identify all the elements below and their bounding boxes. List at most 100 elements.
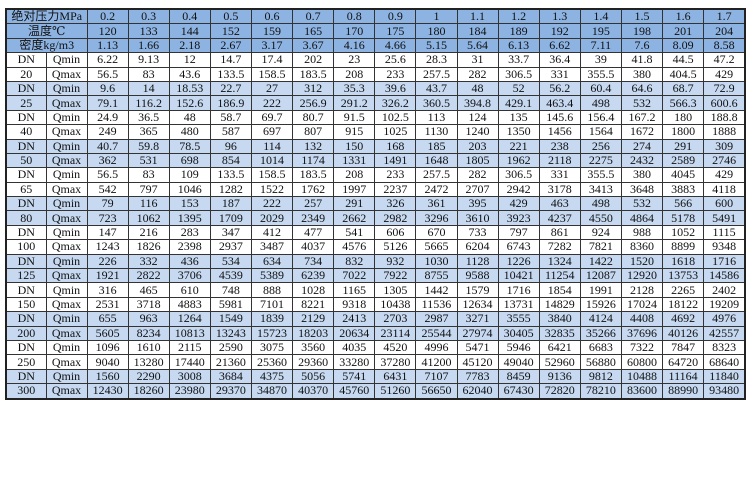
temperature-cell: 201 bbox=[662, 23, 705, 39]
qmax-cell: 186.9 bbox=[209, 95, 252, 111]
qmin-cell: 2987 bbox=[415, 311, 458, 327]
qmin-cell: 47.2 bbox=[703, 52, 746, 68]
qmin-cell: 17.4 bbox=[250, 52, 294, 68]
qmin-cell: 1991 bbox=[579, 282, 622, 298]
table-row: DN Qmin 147 216 283 347 412 477 541 606 670 733 797 8… bbox=[5, 224, 746, 241]
qmax-cell: 8360 bbox=[620, 239, 664, 255]
qmax-cell: 531 bbox=[127, 152, 170, 169]
qmax-cell: 12087 bbox=[579, 268, 622, 284]
qmax-cell: 1564 bbox=[579, 124, 622, 140]
table-row: 40 Qmax 249 365 480 587 697 807 915 1025 1130 1240 1… bbox=[5, 124, 746, 140]
qmax-cell: 67430 bbox=[497, 383, 540, 400]
table-row: DN Qmin 79 116 153 187 222 257 291 326 361 395 429 46… bbox=[5, 196, 746, 212]
qmin-cell: 4692 bbox=[662, 311, 705, 327]
qmax-cell: 3178 bbox=[538, 181, 581, 198]
density-cell: 1.13 bbox=[86, 37, 129, 54]
qmax-cell: 18260 bbox=[127, 383, 170, 400]
qmin-cell: 150 bbox=[333, 138, 376, 154]
qmin-cell: 109 bbox=[168, 167, 211, 183]
qmin-cell: 23 bbox=[333, 52, 376, 68]
qmin-cell: 8459 bbox=[497, 368, 540, 385]
qmax-cell: 362 bbox=[86, 152, 129, 169]
qmax-cell: 40370 bbox=[292, 383, 335, 400]
qmax-cell: 18203 bbox=[292, 325, 335, 341]
qmin-cell: 52 bbox=[497, 80, 540, 97]
qmax-cell: 1025 bbox=[374, 124, 417, 140]
temperature-cell: 195 bbox=[579, 23, 622, 39]
qmax-cell: 133.5 bbox=[209, 66, 252, 82]
qmin-cell: 566 bbox=[662, 196, 705, 212]
qmax-cell: 13243 bbox=[209, 325, 252, 341]
qmax-label: Qmax bbox=[45, 325, 88, 341]
qmax-cell: 6239 bbox=[292, 268, 335, 284]
qmax-cell: 72820 bbox=[538, 383, 581, 400]
dn-size: 150 bbox=[5, 296, 47, 313]
table-row: 125 Qmax 1921 2822 3706 4539 5389 6239 7022 7922 8… bbox=[5, 268, 746, 284]
temperature-cell: 198 bbox=[620, 23, 664, 39]
qmin-label: Qmin bbox=[45, 253, 88, 270]
qmin-cell: 1610 bbox=[127, 339, 170, 356]
qmin-cell: 257.5 bbox=[415, 167, 458, 183]
density-cell: 3.17 bbox=[250, 37, 294, 54]
qmin-cell: 3684 bbox=[209, 368, 252, 385]
qmax-cell: 9348 bbox=[703, 239, 746, 255]
qmax-cell: 566.3 bbox=[662, 95, 705, 111]
qmax-cell: 56880 bbox=[579, 354, 622, 370]
temperature-cell: 192 bbox=[538, 23, 581, 39]
qmin-cell: 6431 bbox=[374, 368, 417, 385]
qmin-cell: 48 bbox=[168, 109, 211, 126]
dn-label: DN bbox=[5, 109, 47, 126]
qmin-cell: 256 bbox=[579, 138, 622, 154]
qmin-cell: 2290 bbox=[127, 368, 170, 385]
qmax-cell: 1648 bbox=[415, 152, 458, 169]
qmin-cell: 68.7 bbox=[662, 80, 705, 97]
qmax-label: Qmax bbox=[45, 268, 88, 284]
qmin-cell: 634 bbox=[250, 253, 294, 270]
qmin-cell: 988 bbox=[620, 224, 664, 241]
qmin-cell: 4124 bbox=[579, 311, 622, 327]
qmax-cell: 326.2 bbox=[374, 95, 417, 111]
table-row: DN Qmin 226 332 436 534 634 734 832 932 1030 1128 12… bbox=[5, 253, 746, 270]
qmax-label: Qmax bbox=[45, 66, 88, 82]
qmin-cell: 41.8 bbox=[620, 52, 664, 68]
qmin-cell: 1520 bbox=[620, 253, 664, 270]
dn-size: 200 bbox=[5, 325, 47, 341]
table-row: DN Qmin 56.5 83 109 133.5 158.5 183.5 208 233 257.… bbox=[5, 167, 746, 183]
pressure-cell: 0.8 bbox=[333, 8, 376, 25]
temperature-cell: 120 bbox=[86, 23, 129, 39]
qmax-cell: 51260 bbox=[374, 383, 417, 400]
qmin-cell: 3840 bbox=[538, 311, 581, 327]
pressure-cell: 1.2 bbox=[497, 8, 540, 25]
qmax-cell: 1240 bbox=[456, 124, 499, 140]
qmin-cell: 3008 bbox=[168, 368, 211, 385]
qmin-cell: 83 bbox=[127, 167, 170, 183]
table-row: 65 Qmax 542 797 1046 1282 1522 1762 1997 2237 2472… bbox=[5, 181, 746, 198]
qmin-cell: 1560 bbox=[86, 368, 129, 385]
qmin-cell: 1324 bbox=[538, 253, 581, 270]
qmin-cell: 96 bbox=[209, 138, 252, 154]
qmin-cell: 932 bbox=[374, 253, 417, 270]
qmax-cell: 88990 bbox=[662, 383, 705, 400]
qmin-cell: 429 bbox=[703, 167, 746, 183]
qmax-cell: 480 bbox=[168, 124, 211, 140]
qmin-cell: 924 bbox=[579, 224, 622, 241]
qmax-cell: 2942 bbox=[497, 181, 540, 198]
qmin-cell: 180 bbox=[662, 109, 705, 126]
qmax-cell: 45760 bbox=[333, 383, 376, 400]
temperature-cell: 165 bbox=[292, 23, 335, 39]
qmin-cell: 39.6 bbox=[374, 80, 417, 97]
qmax-cell: 394.8 bbox=[456, 95, 499, 111]
qmax-cell: 13731 bbox=[497, 296, 540, 313]
qmax-cell: 1997 bbox=[333, 181, 376, 198]
qmin-cell: 2265 bbox=[662, 282, 705, 298]
qmax-cell: 78210 bbox=[579, 383, 622, 400]
qmin-cell: 64.6 bbox=[620, 80, 664, 97]
table-row: DN Qmin 1096 1610 2115 2590 3075 3560 4035 4520 49… bbox=[5, 339, 746, 356]
qmax-cell: 12430 bbox=[86, 383, 129, 400]
temperature-cell: 159 bbox=[250, 23, 294, 39]
qmax-label: Qmax bbox=[45, 124, 88, 140]
dn-label: DN bbox=[5, 196, 47, 212]
qmax-cell: 62040 bbox=[456, 383, 499, 400]
qmin-cell: 5946 bbox=[497, 339, 540, 356]
qmin-cell: 541 bbox=[333, 224, 376, 241]
